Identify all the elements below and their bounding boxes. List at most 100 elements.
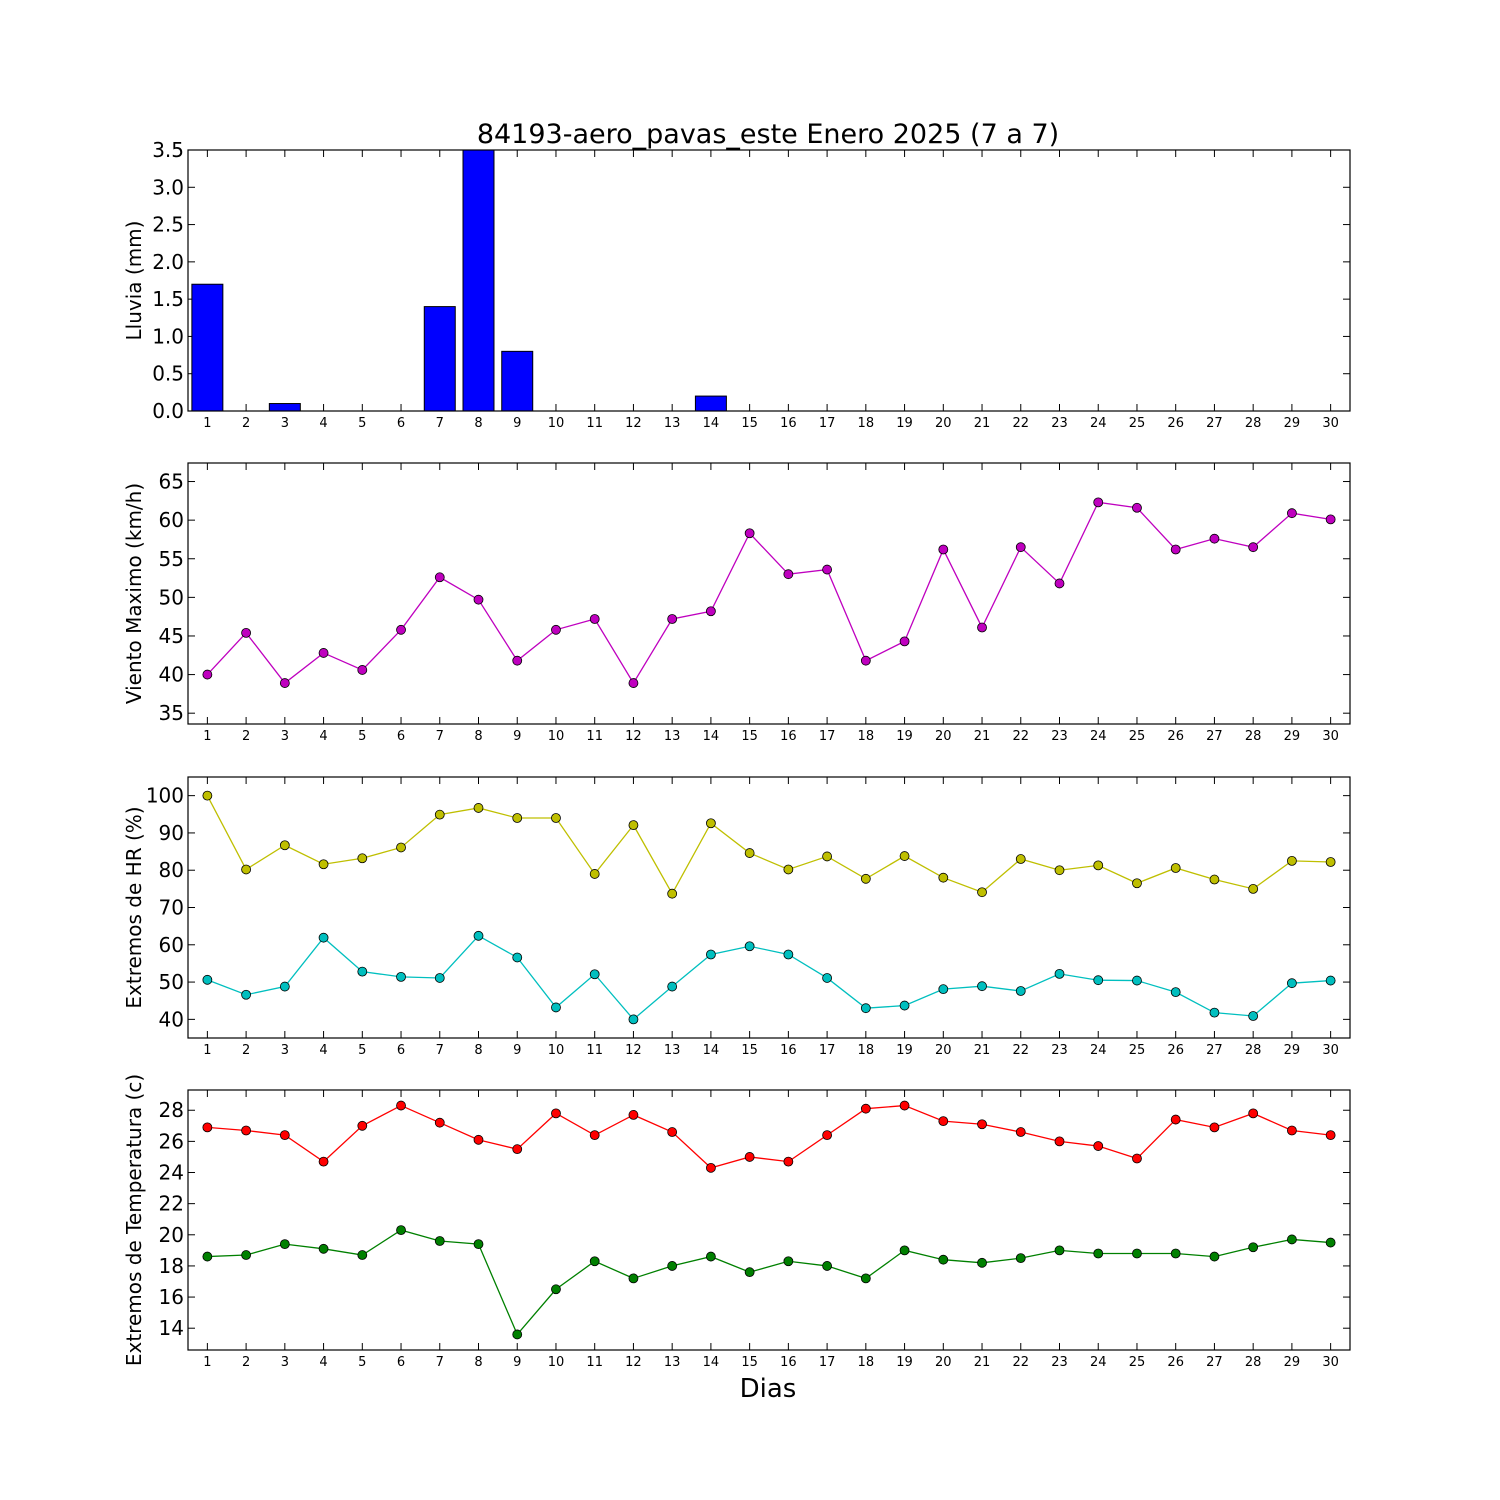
x-tick-label: 14: [703, 1355, 720, 1370]
data-point: [202, 1251, 213, 1262]
data-point: [357, 853, 368, 864]
x-tick-label: 12: [625, 729, 642, 744]
data-point: [822, 851, 832, 862]
temperature-y-axis-label: Extremos de Temperatura (c): [122, 1074, 146, 1366]
data-point: [1209, 874, 1220, 885]
data-point: [1170, 987, 1181, 998]
x-tick-label: 9: [513, 1043, 521, 1058]
data-point: [822, 1261, 832, 1271]
y-tick-label: 55: [159, 547, 184, 571]
rainfall-axes-frame: [187, 149, 1351, 412]
data-point: [1287, 978, 1297, 989]
x-tick-label: 27: [1206, 1355, 1223, 1370]
data-point: [783, 949, 794, 960]
x-tick-label: 30: [1322, 729, 1339, 744]
x-tick-label: 10: [548, 1355, 565, 1370]
x-tick-label: 8: [474, 1043, 482, 1058]
data-point: [1015, 1253, 1026, 1264]
data-point: [241, 1250, 252, 1260]
data-point: [396, 624, 406, 635]
x-tick-label: 15: [741, 1355, 758, 1370]
x-tick-label: 25: [1129, 1043, 1146, 1058]
data-point: [434, 572, 445, 583]
data-point: [551, 1002, 561, 1013]
data-point: [512, 952, 523, 963]
data-point: [279, 678, 290, 688]
data-point: [1170, 1114, 1181, 1125]
x-tick-label: 20: [935, 416, 952, 431]
x-tick-label: 12: [625, 416, 642, 431]
humidity-series-0-line: [206, 795, 1331, 896]
temperature-axes-frame: [187, 1089, 1351, 1351]
temperature-series-0-line: [207, 1104, 1331, 1169]
data-point: [744, 1152, 755, 1162]
x-tick-label: 18: [858, 729, 875, 744]
data-point: [667, 1261, 678, 1271]
data-point: [860, 1103, 871, 1114]
y-tick-label: 0.0: [152, 399, 184, 423]
x-tick-label: 6: [397, 1355, 405, 1370]
data-point: [434, 973, 445, 983]
x-tick-label: 16: [780, 729, 797, 744]
x-tick-label: 29: [1284, 1355, 1301, 1370]
data-point: [202, 669, 213, 680]
data-point: [279, 1239, 290, 1250]
y-tick-label: 3.0: [152, 175, 184, 199]
x-tick-label: 22: [1012, 416, 1029, 431]
data-point: [706, 606, 716, 617]
x-tick-label: 1: [203, 1355, 211, 1370]
data-point: [551, 1284, 561, 1295]
x-tick-label: 6: [397, 416, 405, 431]
temperature-marks: [202, 1100, 1336, 1340]
rain-bar: [423, 306, 456, 411]
x-tick-label: 4: [319, 1355, 327, 1370]
data-point: [434, 1117, 445, 1128]
x-tick-label: 4: [319, 729, 327, 744]
data-point: [744, 1267, 755, 1278]
x-tick-label: 24: [1090, 416, 1107, 431]
data-point: [1093, 975, 1104, 986]
rain-bar: [694, 395, 727, 411]
rain-bar: [462, 150, 495, 411]
rain-bar: [191, 283, 224, 411]
y-tick-label: 26: [159, 1129, 184, 1153]
data-point: [434, 1236, 445, 1246]
data-point: [1248, 1242, 1259, 1253]
data-point: [202, 1122, 213, 1133]
data-point: [512, 1144, 523, 1155]
data-point: [783, 864, 794, 875]
x-tick-label: 13: [664, 1043, 681, 1058]
figure-title: 84193-aero_pavas_este Enero 2025 (7 a 7): [477, 119, 1059, 150]
y-tick-label: 50: [159, 585, 184, 609]
x-tick-label: 17: [819, 729, 836, 744]
data-point: [1248, 1011, 1259, 1021]
x-tick-label: 30: [1322, 1043, 1339, 1058]
y-tick-label: 24: [159, 1161, 184, 1185]
data-point: [589, 869, 600, 879]
y-tick-label: 65: [159, 470, 184, 494]
x-tick-label: 6: [397, 1043, 405, 1058]
x-tick-label: 17: [819, 1355, 836, 1370]
data-point: [1287, 1234, 1297, 1245]
data-point: [899, 1245, 910, 1256]
data-point: [744, 941, 755, 952]
humidity-axes-frame: [187, 776, 1351, 1039]
x-tick-label: 10: [548, 729, 565, 744]
data-point: [1093, 497, 1104, 508]
data-point: [667, 1127, 678, 1137]
data-point: [318, 1243, 329, 1254]
x-tick-label: 8: [474, 729, 482, 744]
y-tick-label: 50: [159, 970, 184, 994]
x-tick-label: 4: [319, 1043, 327, 1058]
x-tick-label: 21: [974, 1355, 991, 1370]
x-tick-label: 9: [513, 416, 521, 431]
data-point: [318, 648, 329, 658]
data-point: [589, 614, 600, 624]
data-point: [1325, 975, 1336, 986]
x-tick-label: 9: [513, 729, 521, 744]
x-tick-label: 5: [358, 1355, 366, 1370]
y-tick-label: 3.5: [152, 138, 184, 162]
data-point: [512, 1329, 523, 1340]
x-tick-label: 9: [513, 1355, 521, 1370]
temperature-panel: Extremos de Temperatura (c) 1416182022242…: [122, 1074, 1351, 1370]
